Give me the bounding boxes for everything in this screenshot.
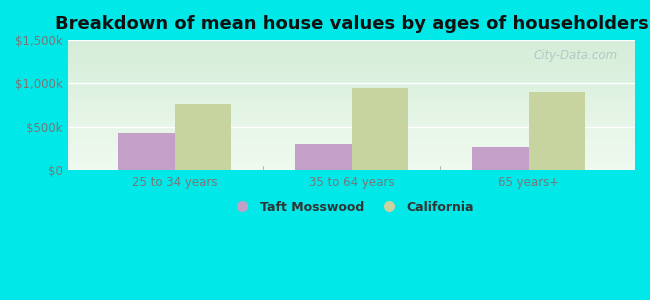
Bar (118, 133, 175, 170)
Bar (295, 144, 352, 170)
Text: City-Data.com: City-Data.com (534, 49, 618, 62)
Bar (472, 147, 528, 170)
Bar (352, 88, 408, 170)
Title: Breakdown of mean house values by ages of householders: Breakdown of mean house values by ages o… (55, 15, 649, 33)
Bar (528, 92, 586, 170)
Legend: Taft Mosswood, California: Taft Mosswood, California (224, 196, 479, 219)
Bar (175, 104, 231, 170)
